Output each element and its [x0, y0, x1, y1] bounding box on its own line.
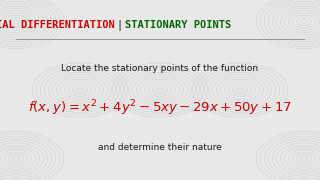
Text: |: | [117, 20, 123, 31]
Text: and determine their nature: and determine their nature [98, 143, 222, 152]
Text: STATIONARY POINTS: STATIONARY POINTS [125, 20, 231, 30]
Text: PARTIAL DIFFERENTIATION: PARTIAL DIFFERENTIATION [0, 20, 115, 30]
Text: Locate the stationary points of the function: Locate the stationary points of the func… [61, 64, 259, 73]
Text: $f(x, y) = x^2 + 4y^2 - 5xy - 29x + 50y + 17$: $f(x, y) = x^2 + 4y^2 - 5xy - 29x + 50y … [28, 98, 292, 118]
